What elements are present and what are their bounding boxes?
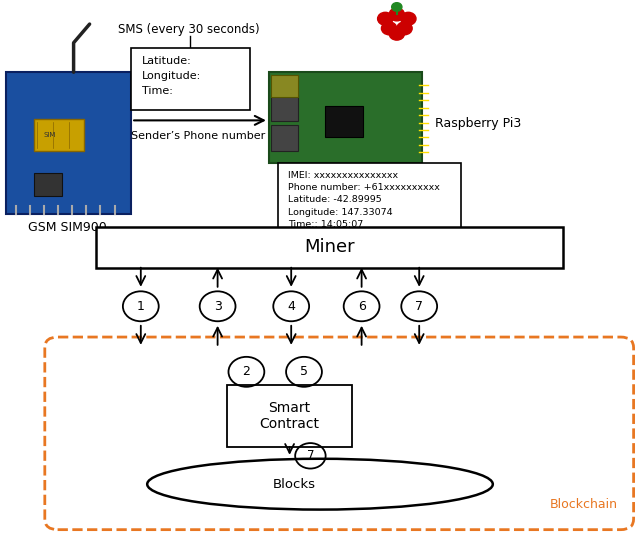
Text: Latitude:
Longitude:
Time:: Latitude: Longitude: Time: (142, 56, 202, 96)
Circle shape (381, 22, 397, 35)
FancyBboxPatch shape (271, 75, 298, 97)
Text: Sender’s Phone number: Sender’s Phone number (131, 132, 266, 141)
Circle shape (378, 12, 393, 25)
FancyBboxPatch shape (271, 95, 298, 121)
FancyBboxPatch shape (45, 337, 634, 530)
Circle shape (401, 12, 416, 25)
FancyBboxPatch shape (34, 119, 84, 151)
Text: 1: 1 (137, 300, 145, 313)
Circle shape (392, 3, 402, 11)
Text: GSM SIM900: GSM SIM900 (28, 221, 107, 234)
Circle shape (389, 8, 404, 21)
Text: Smart
Contract: Smart Contract (260, 401, 319, 431)
FancyBboxPatch shape (227, 385, 352, 447)
Text: Blocks: Blocks (273, 478, 316, 491)
FancyBboxPatch shape (269, 72, 422, 163)
Text: 7: 7 (415, 300, 423, 313)
Text: 2: 2 (243, 365, 250, 378)
FancyBboxPatch shape (6, 72, 131, 214)
Text: 3: 3 (214, 300, 221, 313)
Text: IMEI: xxxxxxxxxxxxxxx
Phone number: +61xxxxxxxxxx
Latitude: -42.89995
Longitude:: IMEI: xxxxxxxxxxxxxxx Phone number: +61x… (288, 171, 440, 241)
FancyBboxPatch shape (271, 125, 298, 151)
Text: Miner: Miner (304, 239, 355, 256)
FancyBboxPatch shape (96, 227, 563, 268)
FancyBboxPatch shape (325, 106, 363, 137)
Text: 6: 6 (358, 300, 365, 313)
Text: 5: 5 (300, 365, 308, 378)
FancyBboxPatch shape (34, 173, 62, 196)
Text: Blockchain: Blockchain (550, 498, 618, 511)
Circle shape (389, 27, 404, 40)
FancyBboxPatch shape (131, 48, 250, 110)
Circle shape (397, 22, 412, 35)
Text: 4: 4 (287, 300, 295, 313)
FancyBboxPatch shape (278, 163, 461, 246)
Text: 7: 7 (307, 449, 314, 462)
Text: SIM: SIM (44, 132, 56, 139)
Text: Raspberry Pi3: Raspberry Pi3 (435, 117, 522, 129)
Text: SMS (every 30 seconds): SMS (every 30 seconds) (118, 23, 260, 36)
